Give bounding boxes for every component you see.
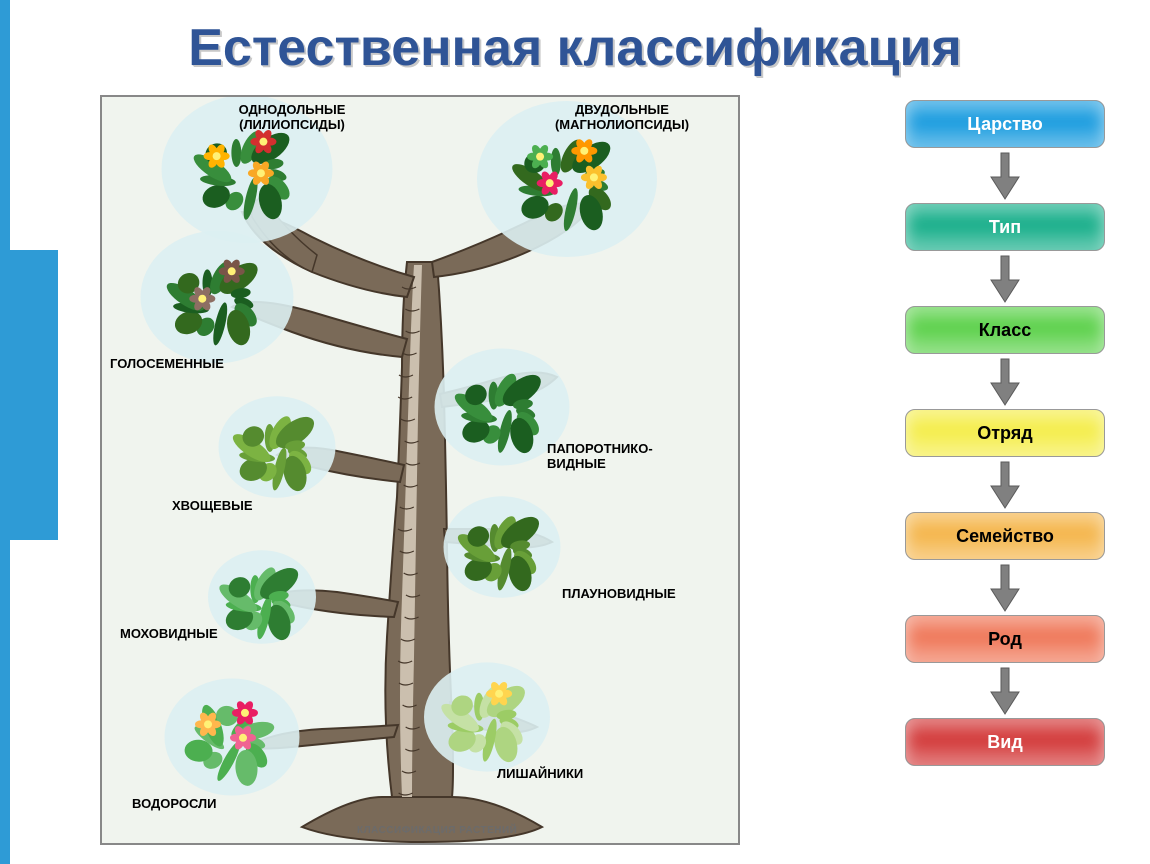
arrow-down-icon (985, 560, 1025, 615)
tree-label-clubmoss: ПЛАУНОВИДНЫЕ (562, 587, 676, 602)
tree-label-moss: МОХОВИДНЫЕ (120, 627, 218, 642)
rank-kingdom: Царство (905, 100, 1105, 148)
arrow-down-icon (985, 663, 1025, 718)
tree-label-gymnosperm: ГОЛОСЕМЕННЫЕ (110, 357, 224, 372)
arrow-down-icon (985, 251, 1025, 306)
tree-label-horsetail: ХВОЩЕВЫЕ (172, 499, 253, 514)
tree-label-monocot: ОДНОДОЛЬНЫЕ(ЛИЛИОПСИДЫ) (192, 103, 392, 133)
rank-label-genus: Род (988, 629, 1022, 650)
left-stripe (0, 0, 10, 864)
arrow-down-icon (985, 354, 1025, 409)
tree-panel: ОДНОДОЛЬНЫЕ(ЛИЛИОПСИДЫ) ДВУДОЛЬНЫЕ(МАГНОЛ… (100, 95, 740, 845)
rank-phylum: Тип (905, 203, 1105, 251)
tree-label-dicot: ДВУДОЛЬНЫЕ(МАГНОЛИОПСИДЫ) (522, 103, 722, 133)
rank-label-order: Отряд (977, 423, 1033, 444)
algae-cluster (157, 662, 307, 812)
tree-caption: КЛАССИФИКАЦИЯ РАСТЕНИЙ (357, 825, 517, 836)
rank-class: Класс (905, 306, 1105, 354)
rank-label-kingdom: Царство (967, 114, 1042, 135)
tree-label-algae: ВОДОРОСЛИ (132, 797, 217, 812)
rank-species: Вид (905, 718, 1105, 766)
left-accent-block (10, 250, 58, 540)
rank-order: Отряд (905, 409, 1105, 457)
rank-label-phylum: Тип (989, 217, 1021, 238)
rank-label-species: Вид (987, 732, 1023, 753)
horsetail-cluster (212, 382, 342, 512)
rank-label-class: Класс (979, 320, 1031, 341)
arrow-down-icon (985, 148, 1025, 203)
slide-title: Естественная классификация (0, 18, 1150, 78)
tree-label-fern: ПАПОРОТНИКО-ВИДНЫЕ (547, 442, 653, 472)
clubmoss-cluster (437, 482, 567, 612)
rank-label-family: Семейство (956, 526, 1054, 547)
rank-genus: Род (905, 615, 1105, 663)
taxonomy-hierarchy: Царство Тип Класс Отряд Семейство Род Ви… (890, 100, 1120, 766)
tree-label-lichen: ЛИШАЙНИКИ (497, 767, 583, 782)
rank-family: Семейство (905, 512, 1105, 560)
moss-cluster (202, 537, 322, 657)
arrow-down-icon (985, 457, 1025, 512)
